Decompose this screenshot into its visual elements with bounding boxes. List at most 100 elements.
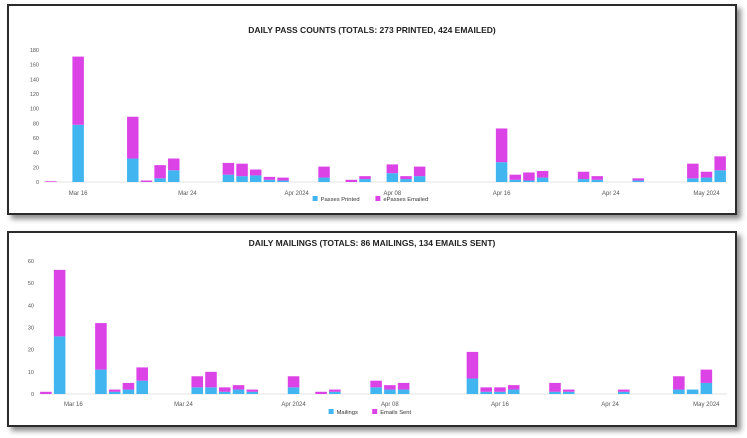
pass-bar-passes-printed xyxy=(127,158,139,182)
pass-bar-epasses-emailed xyxy=(413,166,426,177)
pass-bar-epasses-emailed xyxy=(222,162,235,175)
pass-bar-passes-printed xyxy=(263,179,276,182)
legend-swatch xyxy=(328,409,334,414)
pass-bar-epasses-emailed xyxy=(523,172,535,181)
pass-bar-passes-printed xyxy=(72,124,84,182)
pass-bar-passes-printed xyxy=(495,162,508,182)
y-tick-label: 0 xyxy=(36,180,39,186)
x-tick-label: Mar 24 xyxy=(174,402,193,408)
mail-bar-emails-sent xyxy=(95,323,107,370)
pass-bar-epasses-emailed xyxy=(577,171,590,180)
legend-label: ePasses Emailed xyxy=(383,197,428,203)
mail-bar-mailings xyxy=(466,378,479,394)
mail-bar-emails-sent xyxy=(108,389,121,392)
mail-bar-mailings xyxy=(549,391,561,394)
pass-bar-epasses-emailed xyxy=(318,166,330,178)
pass-bar-passes-printed xyxy=(386,173,399,182)
legend-label: Mailings xyxy=(337,410,358,416)
y-tick-label: 60 xyxy=(33,136,39,142)
y-tick-label: 80 xyxy=(33,121,39,127)
mail-bar-emails-sent xyxy=(246,389,259,392)
mail-bar-mailings xyxy=(246,391,259,394)
x-tick-label: Apr 2024 xyxy=(281,402,306,408)
mail-bar-mailings xyxy=(618,391,630,394)
mail-bar-emails-sent xyxy=(700,369,713,383)
pass-bar-epasses-emailed xyxy=(263,176,276,180)
x-tick-label: Apr 24 xyxy=(602,191,620,197)
legend-swatch xyxy=(312,196,318,201)
y-tick-label: 50 xyxy=(28,281,34,287)
mail-bar-emails-sent xyxy=(191,376,204,388)
pass-bar-passes-printed xyxy=(632,180,644,182)
pass-bar-epasses-emailed xyxy=(236,163,248,177)
mail-bar-mailings xyxy=(700,382,713,394)
pass-bar-passes-printed xyxy=(318,177,330,182)
mail-bar-mailings xyxy=(287,387,300,394)
pass-bar-passes-printed xyxy=(591,179,603,182)
pass-bar-passes-printed xyxy=(359,179,371,182)
mail-bar-mailings xyxy=(686,389,699,394)
mail-bar-mailings xyxy=(122,389,135,394)
mail-bar-mailings xyxy=(191,387,204,394)
mail-bar-emails-sent xyxy=(329,389,341,392)
pass-bar-passes-printed xyxy=(249,175,262,182)
pass-bar-epasses-emailed xyxy=(72,56,84,125)
mail-bar-mailings xyxy=(507,389,520,394)
y-tick-label: 120 xyxy=(30,92,39,98)
y-tick-label: 160 xyxy=(30,63,39,69)
mail-bar-emails-sent xyxy=(549,382,561,392)
pass-bar-epasses-emailed xyxy=(714,156,726,171)
pass-bar-epasses-emailed xyxy=(591,176,603,180)
mail-bar-mailings xyxy=(218,391,231,394)
mail-bar-mailings xyxy=(480,391,492,394)
pass-bar-epasses-emailed xyxy=(400,176,412,180)
mail-bar-mailings xyxy=(397,389,410,394)
pass-bar-epasses-emailed xyxy=(632,178,644,181)
mail-bar-emails-sent xyxy=(287,376,300,388)
mail-bar-emails-sent xyxy=(384,385,396,390)
pass-bar-epasses-emailed xyxy=(536,171,549,178)
mail-bar-mailings xyxy=(494,391,506,394)
pass-bar-passes-printed xyxy=(222,174,235,182)
y-tick-label: 40 xyxy=(33,151,39,157)
pass-bar-epasses-emailed xyxy=(359,176,371,180)
x-tick-label: Apr 16 xyxy=(491,402,509,408)
y-tick-label: 180 xyxy=(30,48,39,54)
mailings-chart-panel: DAILY MAILINGS (TOTALS: 86 MAILINGS, 134… xyxy=(7,231,737,427)
pass-bar-passes-printed xyxy=(700,177,713,182)
mail-bar-mailings xyxy=(205,387,217,394)
pass-bar-passes-printed xyxy=(687,178,699,182)
y-tick-label: 40 xyxy=(28,303,34,309)
pass-bar-passes-printed xyxy=(714,170,726,182)
chart-title: DAILY MAILINGS (TOTALS: 86 MAILINGS, 134… xyxy=(249,238,496,248)
mail-bar-mailings xyxy=(108,391,121,394)
y-tick-label: 140 xyxy=(30,77,39,83)
pass-bar-epasses-emailed xyxy=(154,165,166,179)
pass-bar-passes-printed xyxy=(277,180,289,182)
pass-bar-epasses-emailed xyxy=(249,169,262,176)
mail-bar-mailings xyxy=(562,391,575,394)
mail-bar-emails-sent xyxy=(618,389,630,392)
pass-bar-passes-printed xyxy=(577,179,590,182)
mail-bar-mailings xyxy=(384,389,396,394)
pass-bar-epasses-emailed xyxy=(687,163,699,179)
mail-bar-emails-sent xyxy=(562,389,575,392)
mail-bar-emails-sent xyxy=(136,367,148,381)
x-tick-label: Mar 16 xyxy=(69,191,88,197)
mail-bar-mailings xyxy=(329,391,341,394)
legend-swatch xyxy=(375,196,381,201)
mail-bar-emails-sent xyxy=(370,380,382,388)
mail-bar-emails-sent xyxy=(507,385,520,390)
x-tick-label: Apr 08 xyxy=(383,191,401,197)
mail-bar-emails-sent xyxy=(205,371,217,388)
pass-bar-passes-printed xyxy=(154,178,166,182)
mail-bar-emails-sent xyxy=(673,376,685,390)
mail-bar-emails-sent xyxy=(494,387,506,392)
legend-label: Passes Printed xyxy=(321,197,360,203)
mail-bar-mailings xyxy=(95,369,107,394)
y-tick-label: 30 xyxy=(28,326,34,332)
pass-counts-chart: DAILY PASS COUNTS (TOTALS: 273 PRINTED, … xyxy=(30,25,727,203)
pass-bar-epasses-emailed xyxy=(495,128,508,163)
pass-bar-passes-printed xyxy=(413,176,426,182)
legend-swatch xyxy=(372,409,378,414)
